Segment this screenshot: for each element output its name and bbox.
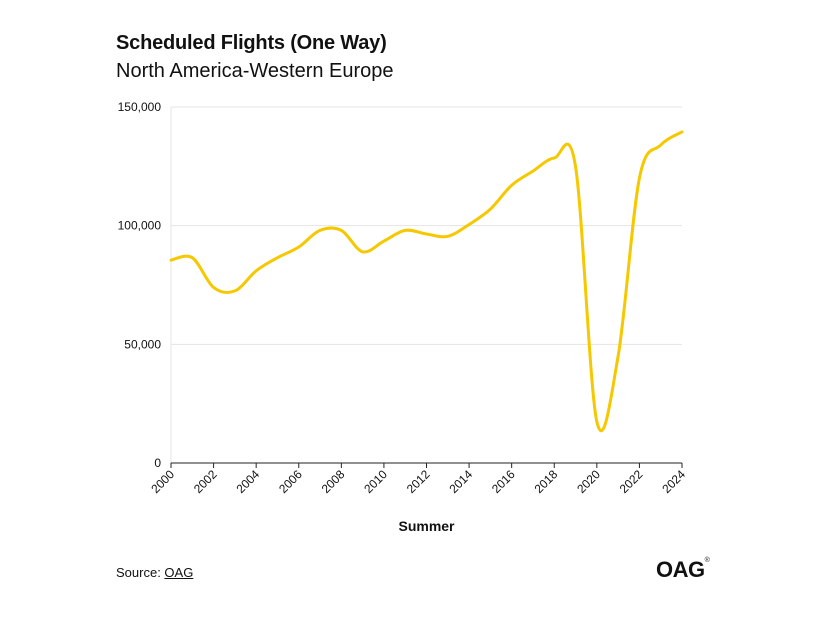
registered-mark: ® [704, 557, 710, 564]
x-tick-label: 2024 [659, 467, 688, 496]
gridlines [171, 106, 682, 345]
x-tick-label: 2018 [532, 467, 561, 496]
x-tick-label: 2016 [489, 467, 518, 496]
x-axis [170, 107, 682, 464]
x-tick-label: 2002 [191, 467, 220, 496]
series-line [169, 130, 684, 432]
y-tick-label: 0 [154, 456, 161, 470]
x-tick-label: 2004 [234, 467, 263, 496]
x-tick-label: 2012 [404, 467, 433, 496]
x-tick-label: 2022 [617, 467, 646, 496]
source-note: Source: OAG [116, 565, 193, 580]
oag-logo-text: OAG [656, 557, 705, 582]
x-tick-label: 2010 [361, 467, 390, 496]
chart-title: Scheduled Flights (One Way) [116, 32, 387, 54]
x-tick-label: 2008 [319, 467, 348, 496]
y-tick-label: 100,000 [118, 219, 162, 233]
y-axis-ticks: 0 50,000 100,000 150,000 [118, 100, 162, 470]
x-axis-label: Summer [398, 518, 455, 534]
oag-logo: OAG® [656, 557, 710, 583]
y-tick-label: 150,000 [118, 100, 162, 114]
x-tick-label: 2000 [148, 467, 177, 496]
source-prefix: Source: [116, 565, 165, 580]
x-tick-label: 2020 [574, 467, 603, 496]
y-tick-label: 50,000 [124, 337, 161, 351]
x-tick-label: 2014 [446, 467, 475, 496]
x-tick-label: 2006 [276, 467, 305, 496]
source-link[interactable]: OAG [164, 565, 194, 580]
x-axis-ticks: 2000 2002 2004 2006 2008 2010 2012 2014 2016 2018… [148, 463, 688, 496]
chart-subtitle: North America-Western Europe [116, 60, 394, 82]
